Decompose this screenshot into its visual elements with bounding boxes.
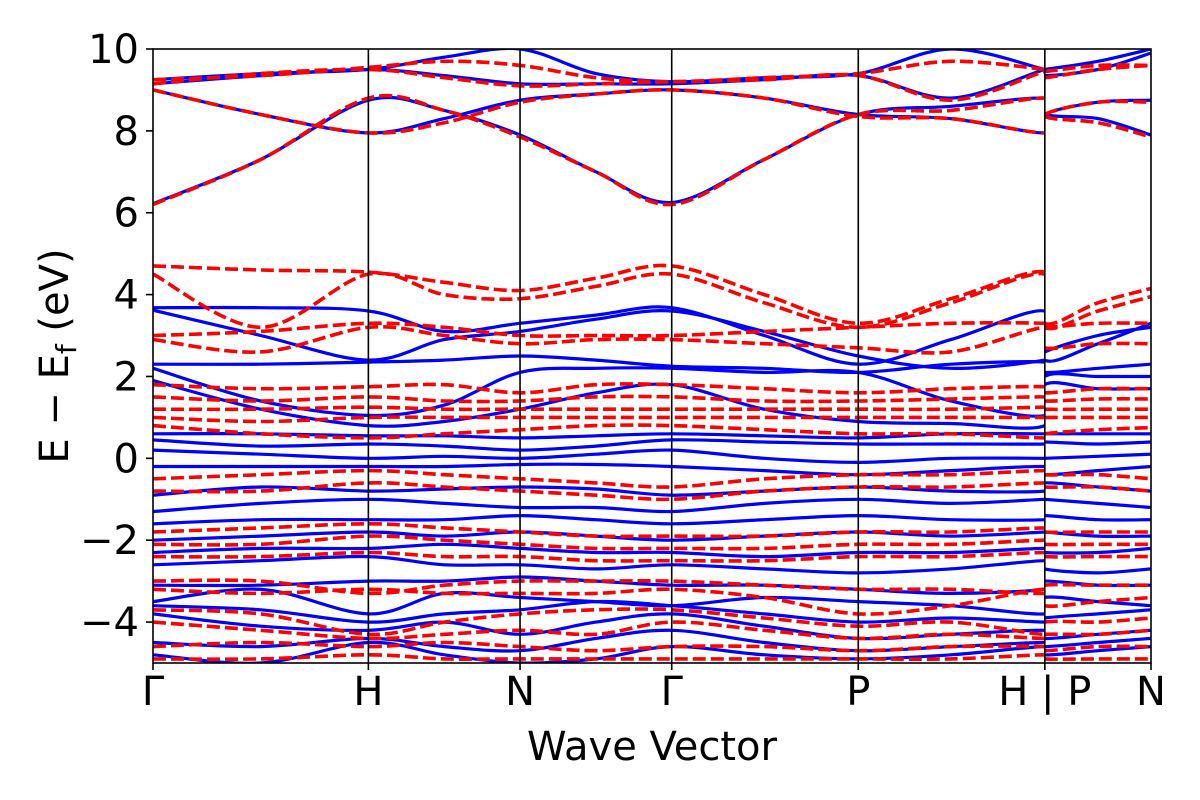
dashed-band-16	[153, 534, 1151, 551]
x-tick-label: Γ	[142, 669, 165, 715]
dashed-band-18	[153, 578, 1151, 596]
dashed-band-20	[153, 607, 1151, 637]
solid-band-1	[153, 88, 1151, 135]
dashed-band-11	[153, 415, 1151, 424]
dashed-band-19	[153, 587, 1151, 616]
solid-band-23	[153, 628, 1151, 653]
dashed-band-9	[153, 394, 1151, 404]
solid-band-14	[153, 497, 1151, 514]
dashed-band-8	[153, 382, 1151, 395]
y-tick-label: 10	[88, 27, 139, 73]
dashed-band-17	[153, 550, 1151, 563]
y-axis-title-base: E − E	[32, 354, 78, 464]
x-axis-title: Wave Vector	[527, 724, 778, 770]
dashed-band-1	[153, 88, 1151, 135]
dashed-band-4	[153, 263, 1151, 326]
x-tick-label: H | P	[998, 669, 1091, 715]
solid-band-10	[153, 438, 1151, 452]
y-axis-title-unit: (eV)	[32, 248, 78, 344]
dashed-band-3	[153, 59, 1151, 84]
dashed-band-14	[153, 481, 1151, 502]
y-tick-label: 4	[114, 273, 139, 319]
y-tick-label: 6	[114, 191, 139, 237]
y-tick-label: 0	[114, 436, 139, 482]
dashed-band-15	[153, 521, 1151, 539]
x-axis: Γ H N Γ P H | P N	[142, 663, 1166, 715]
dashed-band-13	[153, 468, 1151, 489]
solid-band-18	[153, 554, 1151, 575]
y-tick-label: −2	[80, 518, 139, 564]
y-tick-label: 2	[114, 354, 139, 400]
y-tick-label: 8	[114, 109, 139, 155]
solid-band-0	[153, 95, 1151, 206]
dashed-band-0	[153, 93, 1151, 207]
dashed-band-12	[153, 423, 1151, 440]
y-axis-title: E − Ef (eV)	[32, 248, 83, 463]
solid-band-16	[153, 530, 1151, 542]
x-tick-label: Γ	[661, 669, 684, 715]
y-axis: −4 −2 0 2 4 6 8 10	[80, 27, 153, 646]
plot-frame	[152, 48, 1152, 664]
solid-band-21	[153, 599, 1151, 624]
dashed-band-22	[153, 640, 1151, 653]
dashed-band-10	[153, 405, 1151, 412]
dashed-band-6	[153, 320, 1151, 338]
solid-band-4	[153, 305, 1151, 366]
y-tick-label: −4	[80, 600, 139, 646]
dashed-band-21	[153, 620, 1151, 641]
solid-band-7	[153, 366, 1151, 418]
kpoint-lines-layer	[367, 49, 1046, 663]
solid-band-17	[153, 542, 1151, 559]
x-tick-label: H	[353, 669, 383, 715]
dashed-band-7	[153, 324, 1151, 355]
x-tick-label: P	[846, 669, 870, 715]
x-tick-label: N	[1136, 669, 1166, 715]
solid-band-11	[153, 448, 1151, 465]
bands-layer	[153, 49, 1151, 663]
y-axis-title-subscript: f	[50, 343, 83, 354]
x-tick-label: N	[505, 669, 535, 715]
solid-band-15	[153, 513, 1151, 526]
dashed-band-23	[153, 652, 1151, 662]
